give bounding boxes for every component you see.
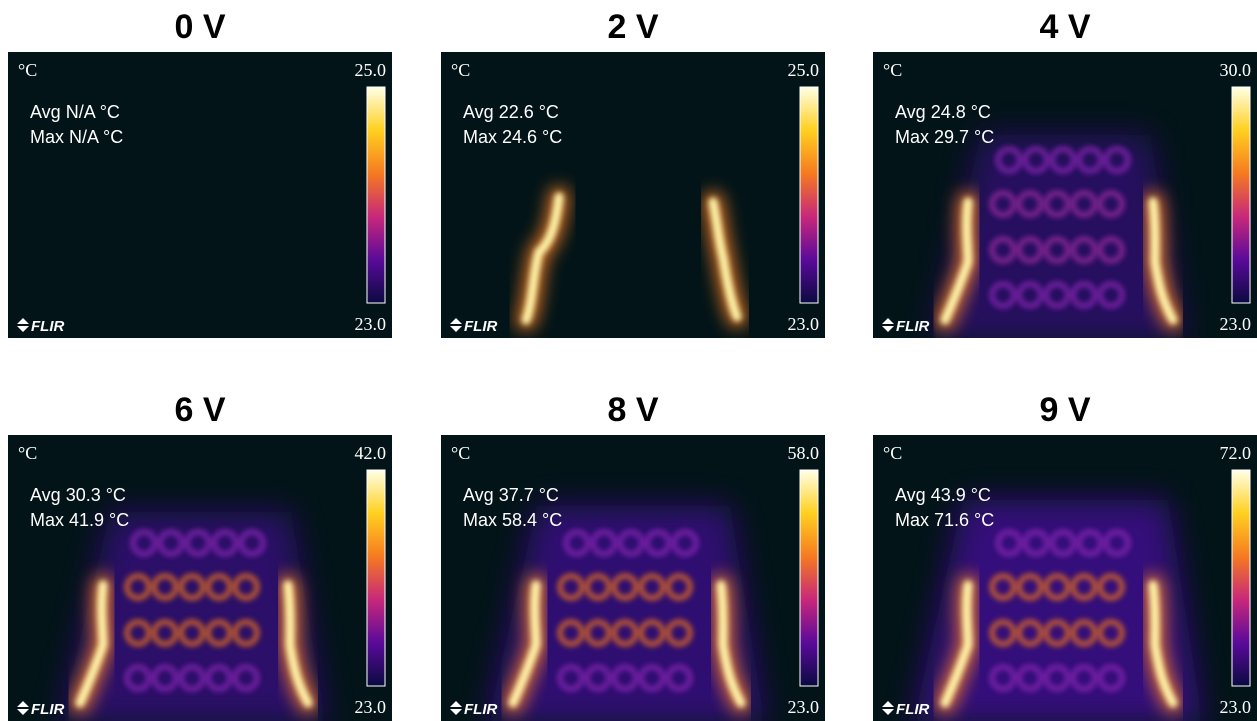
panel-title: 6 V (174, 391, 225, 429)
image-background (441, 52, 825, 338)
brand-label: FLIR (31, 701, 64, 718)
avg-label: Avg 43.9 °C (895, 485, 991, 505)
avg-label: Avg 37.7 °C (463, 485, 559, 505)
brand-label: FLIR (31, 318, 64, 335)
leg-hot (708, 197, 742, 322)
unit-label: °C (451, 443, 470, 463)
unit-label: °C (883, 60, 902, 80)
panel-title: 4 V (1039, 8, 1090, 46)
panel-title: 9 V (1039, 391, 1090, 429)
unit-label: °C (883, 443, 902, 463)
panel-title: 0 V (174, 8, 225, 46)
leg-hot (75, 580, 108, 708)
max-label: Max N/A °C (30, 127, 123, 147)
thermal-image: °C 30.0 23.0 Avg 24.8 °C Max 29.7 °C FLIR (873, 52, 1257, 338)
color-bar (1231, 86, 1251, 304)
brand-label: FLIR (896, 318, 929, 335)
brand-label: FLIR (464, 318, 497, 335)
avg-label: Avg 24.8 °C (895, 102, 991, 122)
scale-max: 30.0 (1220, 60, 1252, 80)
brand-icon (450, 318, 462, 332)
leg-hot (940, 580, 973, 708)
panel-title: 8 V (607, 391, 658, 429)
scale-min: 23.0 (788, 697, 820, 717)
thermal-image: °C 42.0 23.0 Avg 30.3 °C Max 41.9 °C FLIR (8, 435, 392, 721)
color-bar (366, 469, 386, 687)
brand-icon (882, 701, 894, 715)
scale-min: 23.0 (1220, 697, 1252, 717)
unit-label: °C (451, 60, 470, 80)
panel-title: 2 V (607, 8, 658, 46)
avg-label: Avg 22.6 °C (463, 102, 559, 122)
color-bar (366, 86, 386, 304)
scale-max: 25.0 (788, 60, 820, 80)
leg-hot (508, 580, 541, 708)
brand-label: FLIR (896, 701, 929, 718)
leg-hot (716, 580, 746, 708)
color-bar (1231, 469, 1251, 687)
scale-min: 23.0 (1220, 314, 1252, 334)
unit-label: °C (18, 443, 37, 463)
heat-pattern (515, 186, 748, 331)
leg-hot (283, 580, 313, 708)
heat-pattern (60, 512, 326, 721)
color-bar (799, 469, 819, 687)
thermal-image: °C 72.0 23.0 Avg 43.9 °C Max 71.6 °C FLIR (873, 435, 1257, 721)
glow (487, 506, 765, 721)
brand-icon (17, 318, 29, 332)
scale-max: 42.0 (355, 443, 387, 463)
color-bar (799, 86, 819, 304)
max-label: Max 41.9 °C (30, 510, 129, 530)
max-label: Max 71.6 °C (895, 510, 994, 530)
heat-pattern (487, 506, 765, 721)
image-background (8, 52, 392, 338)
brand-icon (450, 701, 462, 715)
max-label: Max 29.7 °C (895, 127, 994, 147)
avg-label: Avg N/A °C (30, 102, 120, 122)
scale-max: 72.0 (1220, 443, 1252, 463)
leg-hot (1148, 580, 1178, 708)
unit-label: °C (18, 60, 37, 80)
scale-max: 58.0 (788, 443, 820, 463)
thermal-image: °C 25.0 23.0 Avg 22.6 °C Max 24.6 °C FLIR (441, 52, 825, 338)
heat-pattern (913, 500, 1203, 721)
glow (60, 512, 326, 721)
leg-hot (1148, 197, 1178, 325)
brand-icon (882, 318, 894, 332)
leg-hot (940, 197, 973, 325)
leg-hot (521, 192, 564, 325)
brand-label: FLIR (464, 701, 497, 718)
scale-min: 23.0 (355, 314, 387, 334)
scale-min: 23.0 (788, 314, 820, 334)
scale-max: 25.0 (355, 60, 387, 80)
scale-min: 23.0 (355, 697, 387, 717)
heat-pattern (931, 135, 1185, 338)
max-label: Max 58.4 °C (463, 510, 562, 530)
thermal-image: °C 58.0 23.0 Avg 37.7 °C Max 58.4 °C FLIR (441, 435, 825, 721)
max-label: Max 24.6 °C (463, 127, 562, 147)
thermal-image: °C 25.0 23.0 Avg N/A °C Max N/A °C FLIR (8, 52, 392, 338)
brand-icon (17, 701, 29, 715)
avg-label: Avg 30.3 °C (30, 485, 126, 505)
